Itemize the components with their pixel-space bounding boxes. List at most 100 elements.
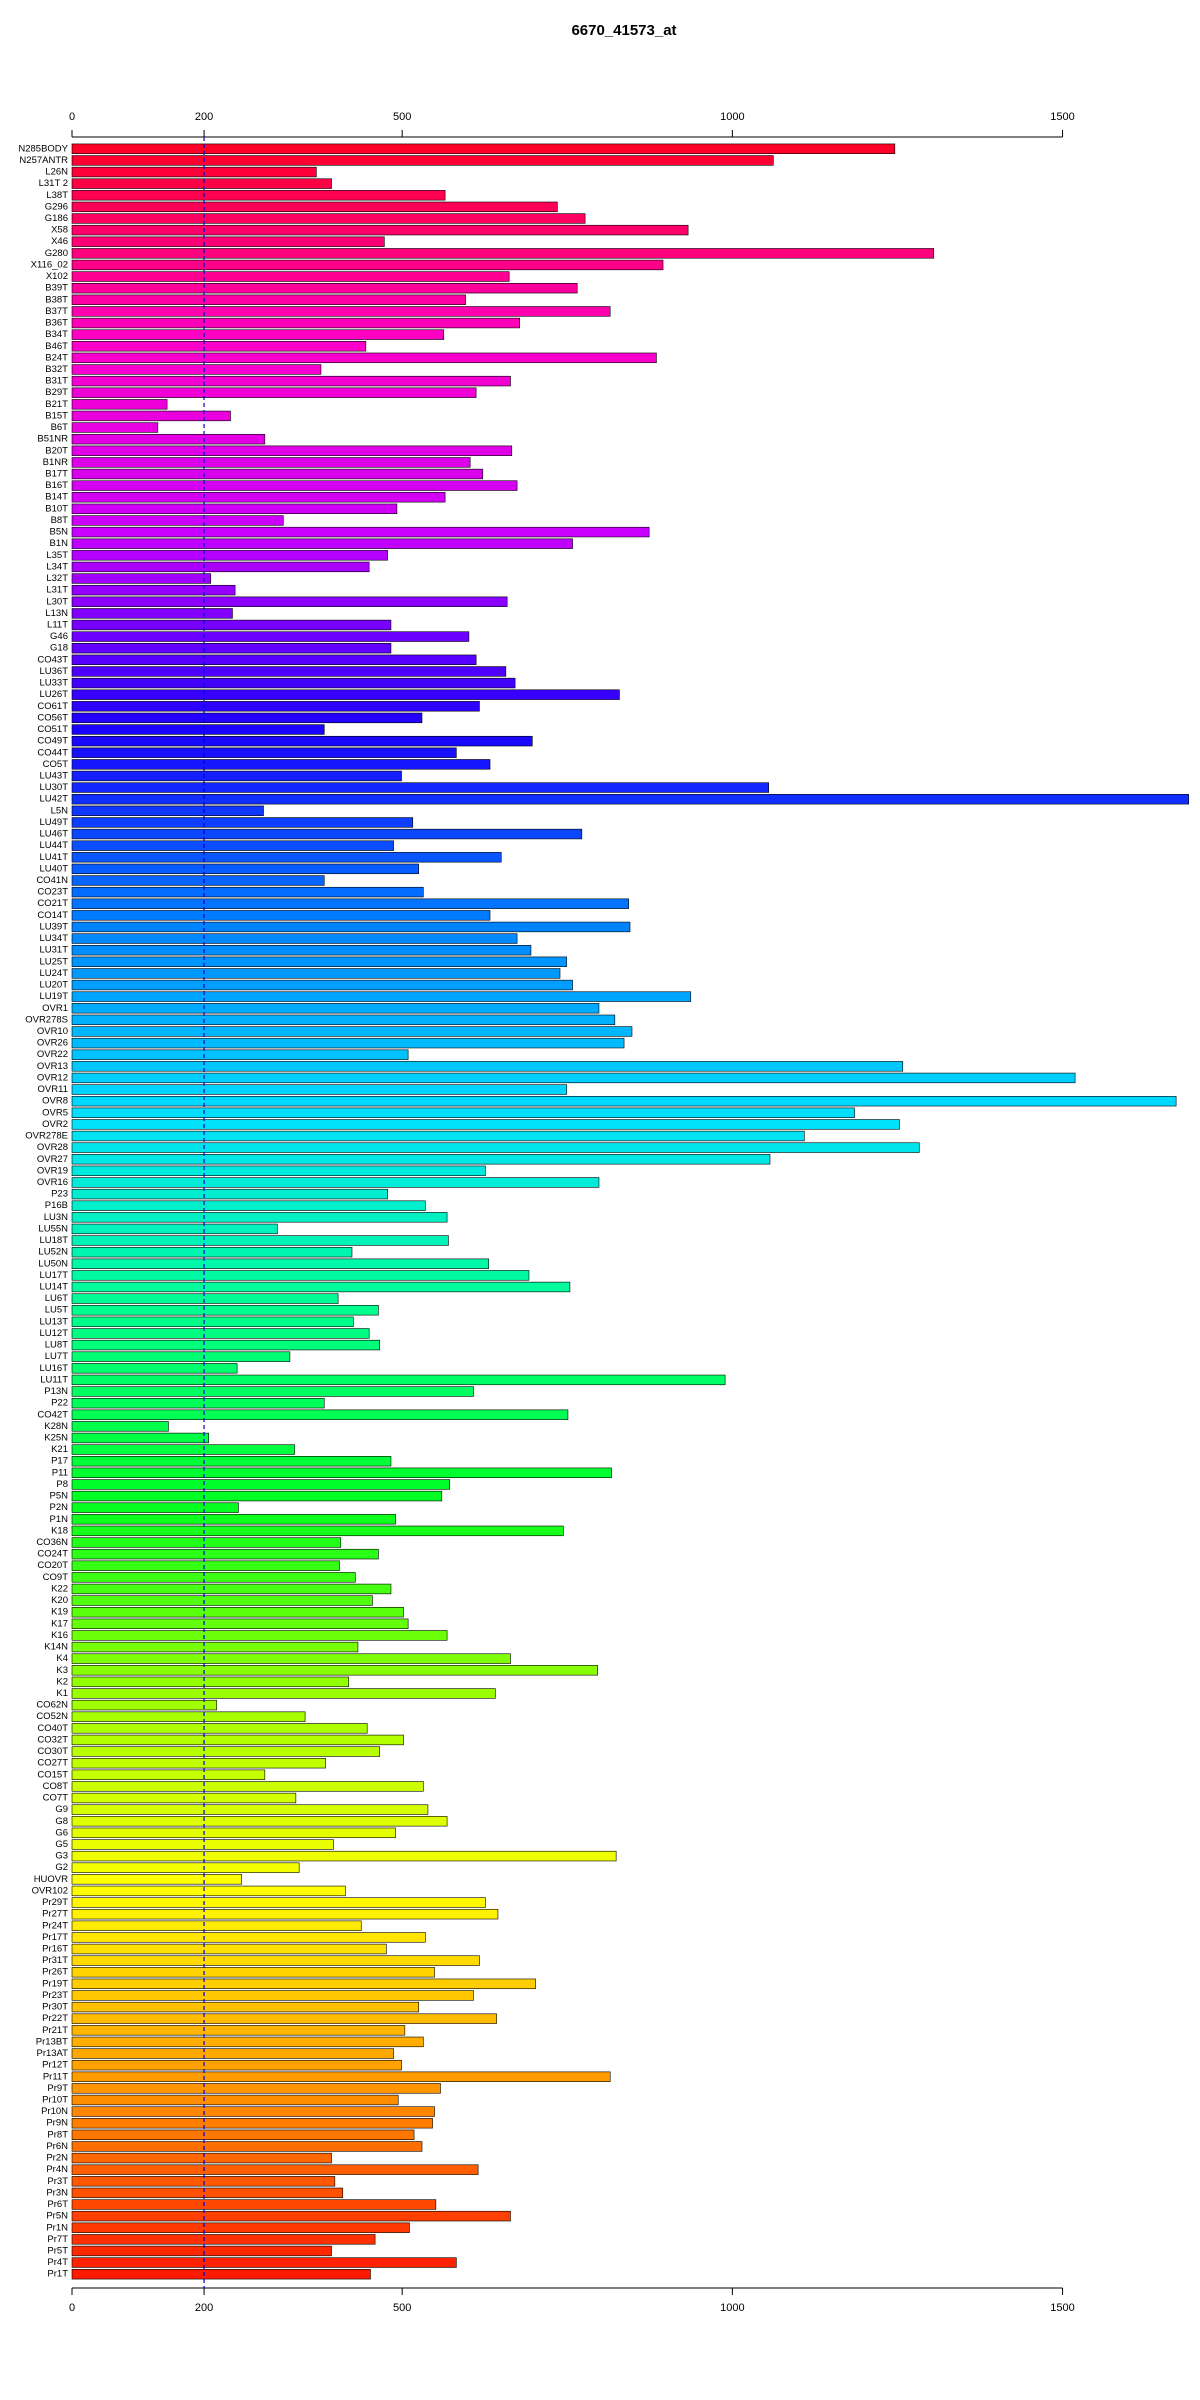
category-label: Pr5T xyxy=(47,2245,68,2256)
bar xyxy=(71,2013,497,2024)
bar xyxy=(71,863,419,875)
bar xyxy=(71,1293,339,1304)
bar xyxy=(71,433,266,445)
category-label: L13N xyxy=(45,608,68,619)
x-tick-label: 200 xyxy=(195,111,213,123)
category-label: Pr13BT xyxy=(36,2036,68,2047)
category-label: LU12T xyxy=(39,1328,68,1339)
bar xyxy=(71,921,631,933)
category-label: Pr7T xyxy=(47,2234,68,2245)
bar xyxy=(71,1723,368,1734)
bar xyxy=(71,1014,616,1026)
category-label: X58 xyxy=(51,225,68,236)
category-label: Pr9N xyxy=(46,2118,68,2129)
bar xyxy=(71,1630,448,1641)
bar xyxy=(71,1955,480,1966)
category-label: LU30T xyxy=(39,782,68,793)
x-tick-label: 0 xyxy=(69,2302,75,2314)
category-label: B16T xyxy=(45,480,68,491)
category-label: P23 xyxy=(51,1189,68,1200)
bar xyxy=(71,1061,904,1072)
category-label: Pr1T xyxy=(47,2269,68,2280)
bar xyxy=(71,1804,429,1815)
bar xyxy=(71,1688,496,1699)
bar xyxy=(71,898,629,909)
category-label: OVR22 xyxy=(37,1049,68,1060)
bar xyxy=(71,875,325,886)
category-label: G8 xyxy=(55,1816,68,1827)
bar xyxy=(71,2245,332,2257)
bar xyxy=(71,1363,238,1374)
bar xyxy=(71,1095,1177,1107)
bar xyxy=(71,1537,342,1548)
category-label: G9 xyxy=(55,1804,68,1815)
bar xyxy=(71,2001,419,2013)
category-label: CO14T xyxy=(37,910,68,921)
category-label: LU43T xyxy=(39,770,68,781)
bar xyxy=(71,654,477,666)
bar xyxy=(71,1607,404,1618)
bar xyxy=(71,1665,598,1676)
bar xyxy=(71,1409,569,1420)
bar xyxy=(71,2129,415,2141)
bar xyxy=(71,515,284,526)
category-label: P22 xyxy=(51,1398,68,1409)
category-label: K21 xyxy=(51,1444,68,1455)
bar xyxy=(71,1281,571,1293)
bar xyxy=(71,364,322,375)
bar xyxy=(71,701,480,712)
category-label: K20 xyxy=(51,1595,68,1606)
category-label: B37T xyxy=(45,306,68,317)
category-label: LU50N xyxy=(38,1258,68,1269)
bar xyxy=(71,1154,771,1165)
x-tick-label: 1000 xyxy=(720,2302,744,2314)
bar xyxy=(71,1003,600,1014)
bar xyxy=(71,1653,511,1664)
category-label: X102 xyxy=(46,271,68,282)
bar xyxy=(71,619,392,631)
bar xyxy=(71,643,392,654)
category-label: LU46T xyxy=(39,829,68,840)
bar xyxy=(71,480,518,491)
category-label: LU13T xyxy=(39,1316,68,1327)
category-label: Pr13AT xyxy=(36,2048,68,2059)
bar xyxy=(71,1119,900,1130)
bar xyxy=(71,1827,396,1839)
bar xyxy=(71,248,935,259)
bar xyxy=(71,840,394,851)
bar xyxy=(71,1932,426,1943)
bar xyxy=(71,1792,297,1804)
chart-title: 6670_41573_at xyxy=(571,22,676,39)
bar xyxy=(71,991,692,1002)
category-label: Pr11T xyxy=(43,2071,68,2082)
bar xyxy=(71,352,657,364)
category-label: LU16T xyxy=(39,1363,68,1374)
bar xyxy=(71,1699,217,1711)
bar xyxy=(71,817,414,828)
bar xyxy=(71,526,650,538)
bar xyxy=(71,747,457,758)
category-label: CO36N xyxy=(36,1537,68,1548)
bar xyxy=(71,2222,410,2233)
category-label: B51NR xyxy=(37,434,68,445)
category-label: B10T xyxy=(45,503,68,514)
x-tick-label: 1000 xyxy=(720,111,744,123)
category-label: B39T xyxy=(45,283,68,294)
category-label: CO56T xyxy=(37,712,68,723)
bar xyxy=(71,1107,855,1118)
bar xyxy=(71,236,385,247)
bar xyxy=(71,852,502,863)
category-label: Pr24T xyxy=(42,1920,68,1931)
x-tick-label: 200 xyxy=(195,2302,213,2314)
category-label: Pr27T xyxy=(42,1909,68,1920)
category-label: B1NR xyxy=(43,457,68,468)
category-label: CO49T xyxy=(37,736,68,747)
bar xyxy=(71,294,466,305)
bar xyxy=(71,224,689,236)
bar xyxy=(71,2025,406,2036)
category-label: L31T 2 xyxy=(39,178,68,189)
category-label: Pr10N xyxy=(41,2106,68,2117)
category-label: OVR2 xyxy=(42,1119,68,1130)
category-label: P1N xyxy=(50,1514,69,1525)
